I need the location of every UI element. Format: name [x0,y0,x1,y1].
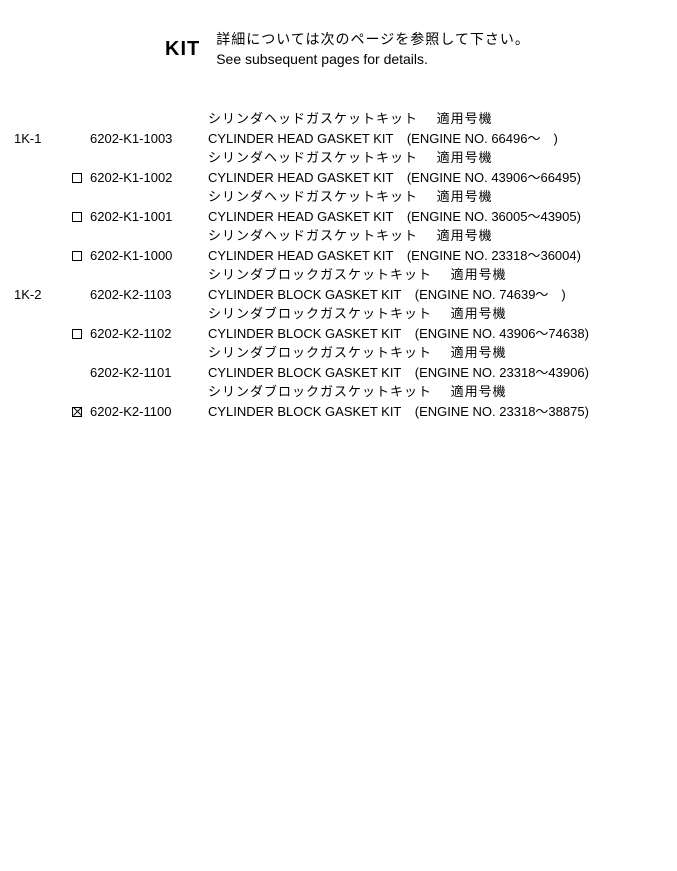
en-desc-text: CYLINDER HEAD GASKET KIT [208,170,393,185]
checkbox-icon [72,251,82,261]
jp-app-text: 適用号機 [451,384,507,399]
row-jp-desc: シリンダヘッドガスケットキット 適用号機 [208,226,677,246]
row-part: 6202-K1-1003 [90,129,208,149]
jp-desc-text: シリンダブロックガスケットキット [208,306,432,321]
list-row-en: 6202-K1-1000 CYLINDER HEAD GASKET KIT (E… [14,246,677,266]
list-row-jp: シリンダヘッドガスケットキット 適用号機 [14,187,677,207]
checkbox-icon [72,329,82,339]
list-row-en: 6202-K2-1101 CYLINDER BLOCK GASKET KIT (… [14,363,677,383]
row-jp-desc: シリンダブロックガスケットキット 適用号機 [208,265,677,285]
row-en-desc: CYLINDER BLOCK GASKET KIT (ENGINE NO. 43… [208,324,677,344]
list-row-en: 6202-K2-1102 CYLINDER BLOCK GASKET KIT (… [14,324,677,344]
row-en-desc: CYLINDER HEAD GASKET KIT (ENGINE NO. 360… [208,207,677,227]
list-row-jp: シリンダヘッドガスケットキット 適用号機 [14,109,677,129]
row-mark [72,211,90,221]
row-jp-desc: シリンダヘッドガスケットキット 適用号機 [208,148,677,168]
page: KIT 詳細については次のページを参照して下さい。 See subsequent… [0,0,677,871]
row-jp-desc: シリンダブロックガスケットキット 適用号機 [208,382,677,402]
row-part: 6202-K2-1103 [90,285,208,305]
row-en-desc: CYLINDER BLOCK GASKET KIT (ENGINE NO. 23… [208,363,677,383]
list-row-jp: シリンダブロックガスケットキット 適用号機 [14,265,677,285]
list-row-jp: シリンダブロックガスケットキット 適用号機 [14,343,677,363]
jp-app-text: 適用号機 [437,228,493,243]
row-part: 6202-K2-1102 [90,324,208,344]
row-part: 6202-K1-1001 [90,207,208,227]
list-row-jp: シリンダヘッドガスケットキット 適用号機 [14,226,677,246]
row-jp-desc: シリンダヘッドガスケットキット 適用号機 [208,109,677,129]
jp-app-text: 適用号機 [451,267,507,282]
en-desc-text: CYLINDER HEAD GASKET KIT [208,209,393,224]
checkbox-icon [72,212,82,222]
engine-text: (ENGINE NO. 43906～66495) [407,170,581,185]
en-desc-text: CYLINDER HEAD GASKET KIT [208,131,393,146]
checkbox-crossed-icon [72,407,82,417]
jp-desc-text: シリンダヘッドガスケットキット [208,111,418,126]
list-row-en: 6202-K2-1100 CYLINDER BLOCK GASKET KIT (… [14,402,677,422]
row-mark [72,250,90,260]
jp-app-text: 適用号機 [451,306,507,321]
engine-text: (ENGINE NO. 74639～ ) [415,287,566,302]
jp-desc-text: シリンダブロックガスケットキット [208,267,432,282]
engine-text: (ENGINE NO. 23318～43906) [415,365,589,380]
list-row-en: 1K-2 6202-K2-1103 CYLINDER BLOCK GASKET … [14,285,677,305]
row-jp-desc: シリンダブロックガスケットキット 適用号機 [208,304,677,324]
row-jp-desc: シリンダヘッドガスケットキット 適用号機 [208,187,677,207]
row-jp-desc: シリンダブロックガスケットキット 適用号機 [208,343,677,363]
engine-text: (ENGINE NO. 66496～ ) [407,131,558,146]
header-en: See subsequent pages for details. [216,50,530,70]
jp-app-text: 適用号機 [437,111,493,126]
header-jp: 詳細については次のページを参照して下さい。 [216,30,530,50]
row-part: 6202-K2-1100 [90,402,208,422]
list-row-jp: シリンダブロックガスケットキット 適用号機 [14,304,677,324]
row-part: 6202-K1-1002 [90,168,208,188]
list-row-en: 1K-1 6202-K1-1003 CYLINDER HEAD GASKET K… [14,129,677,149]
header-text: 詳細については次のページを参照して下さい。 See subsequent pag… [216,30,530,69]
row-part: 6202-K1-1000 [90,246,208,266]
jp-desc-text: シリンダヘッドガスケットキット [208,228,418,243]
checkbox-icon [72,173,82,183]
row-part: 6202-K2-1101 [90,363,208,383]
row-en-desc: CYLINDER BLOCK GASKET KIT (ENGINE NO. 23… [208,402,677,422]
jp-app-text: 適用号機 [437,189,493,204]
row-en-desc: CYLINDER BLOCK GASKET KIT (ENGINE NO. 74… [208,285,677,305]
row-id: 1K-2 [14,285,72,305]
engine-text: (ENGINE NO. 23318～38875) [415,404,589,419]
en-desc-text: CYLINDER HEAD GASKET KIT [208,248,393,263]
jp-desc-text: シリンダヘッドガスケットキット [208,189,418,204]
engine-text: (ENGINE NO. 43906～74638) [415,326,589,341]
engine-text: (ENGINE NO. 23318～36004) [407,248,581,263]
en-desc-text: CYLINDER BLOCK GASKET KIT [208,326,401,341]
parts-list: シリンダヘッドガスケットキット 適用号機 1K-1 6202-K1-1003 C… [14,109,677,421]
en-desc-text: CYLINDER BLOCK GASKET KIT [208,287,401,302]
jp-desc-text: シリンダブロックガスケットキット [208,384,432,399]
row-mark [72,172,90,182]
jp-app-text: 適用号機 [437,150,493,165]
header: KIT 詳細については次のページを参照して下さい。 See subsequent… [165,30,677,69]
row-en-desc: CYLINDER HEAD GASKET KIT (ENGINE NO. 233… [208,246,677,266]
list-row-jp: シリンダヘッドガスケットキット 適用号機 [14,148,677,168]
row-en-desc: CYLINDER HEAD GASKET KIT (ENGINE NO. 439… [208,168,677,188]
list-row-en: 6202-K1-1002 CYLINDER HEAD GASKET KIT (E… [14,168,677,188]
kit-label: KIT [165,30,200,61]
jp-app-text: 適用号機 [451,345,507,360]
list-row-en: 6202-K1-1001 CYLINDER HEAD GASKET KIT (E… [14,207,677,227]
jp-desc-text: シリンダヘッドガスケットキット [208,150,418,165]
en-desc-text: CYLINDER BLOCK GASKET KIT [208,404,401,419]
row-mark [72,406,90,416]
row-en-desc: CYLINDER HEAD GASKET KIT (ENGINE NO. 664… [208,129,677,149]
en-desc-text: CYLINDER BLOCK GASKET KIT [208,365,401,380]
row-id: 1K-1 [14,129,72,149]
jp-desc-text: シリンダブロックガスケットキット [208,345,432,360]
list-row-jp: シリンダブロックガスケットキット 適用号機 [14,382,677,402]
row-mark [72,328,90,338]
engine-text: (ENGINE NO. 36005～43905) [407,209,581,224]
